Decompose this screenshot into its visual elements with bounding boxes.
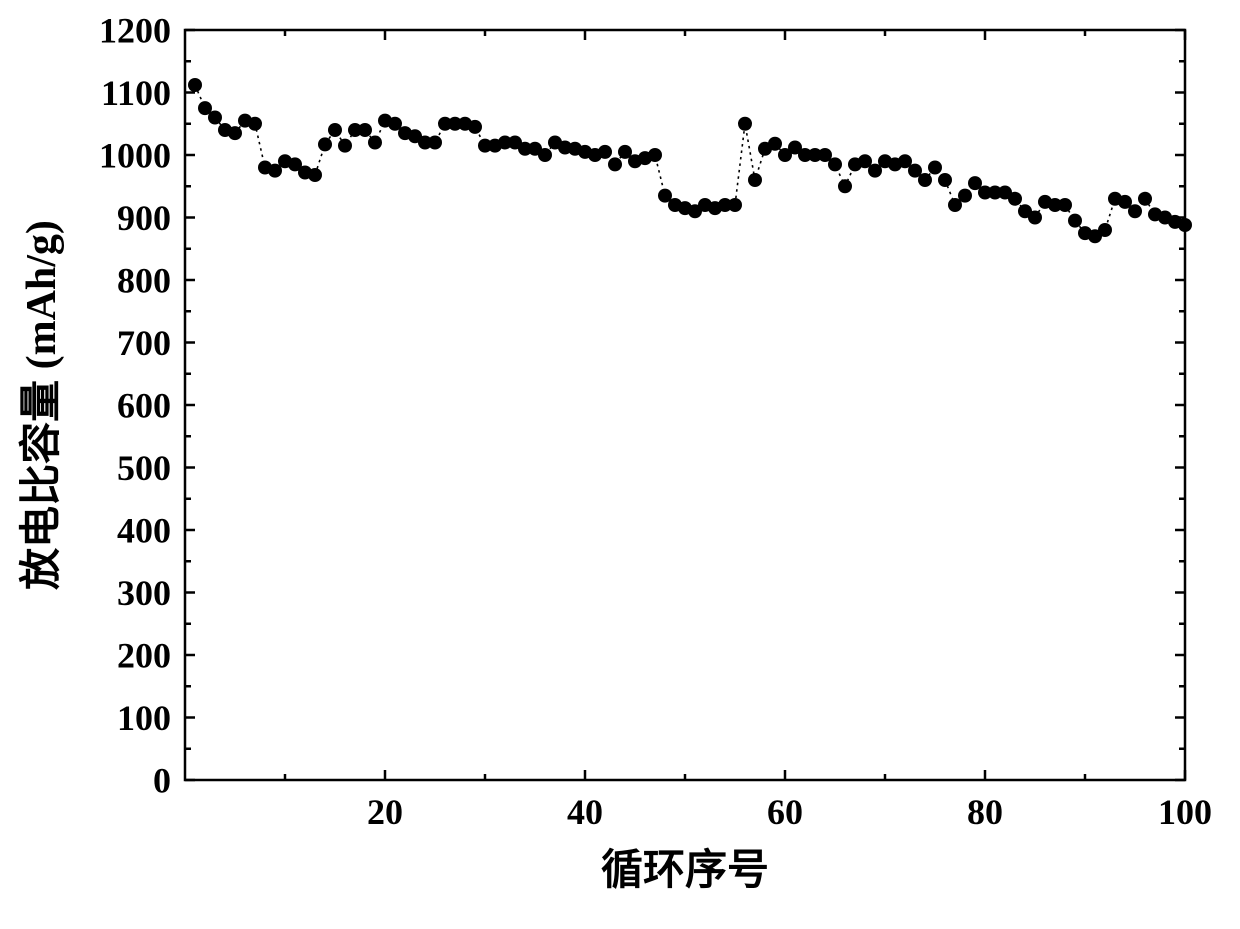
data-point (958, 189, 972, 203)
data-point (1028, 211, 1042, 225)
y-axis-label: 放电比容量 (mAh/g) (18, 220, 65, 590)
data-point (308, 168, 322, 182)
xtick-label: 20 (367, 792, 403, 832)
ytick-label: 200 (117, 636, 171, 676)
data-point (1058, 198, 1072, 212)
data-point (738, 117, 752, 131)
data-point (1098, 223, 1112, 237)
data-point (838, 179, 852, 193)
ytick-label: 300 (117, 573, 171, 613)
ytick-label: 800 (117, 261, 171, 301)
ytick-label: 1100 (101, 73, 171, 113)
data-point (608, 157, 622, 171)
data-point (1008, 192, 1022, 206)
data-point (208, 111, 222, 125)
ytick-label: 600 (117, 386, 171, 426)
data-point (358, 123, 372, 137)
data-point (538, 148, 552, 162)
data-point (228, 126, 242, 140)
data-point (468, 120, 482, 134)
data-point (918, 173, 932, 187)
data-point (428, 136, 442, 150)
ytick-label: 400 (117, 511, 171, 551)
data-point (248, 117, 262, 131)
data-point (828, 157, 842, 171)
data-point (1128, 204, 1142, 218)
data-point (938, 173, 952, 187)
figure-container: 2040608010001002003004005006007008009001… (0, 0, 1240, 929)
xtick-label: 60 (767, 792, 803, 832)
data-point (318, 137, 332, 151)
x-axis-label: 循环序号 (601, 847, 769, 894)
data-point (1138, 192, 1152, 206)
data-point (768, 137, 782, 151)
data-point (728, 198, 742, 212)
data-point (598, 145, 612, 159)
xtick-label: 100 (1158, 792, 1212, 832)
ytick-label: 1000 (99, 136, 171, 176)
data-point (1068, 214, 1082, 228)
data-point (338, 139, 352, 153)
scatter-chart: 2040608010001002003004005006007008009001… (0, 0, 1240, 929)
ytick-label: 0 (153, 761, 171, 801)
ytick-label: 700 (117, 323, 171, 363)
data-point (368, 136, 382, 150)
data-point (188, 78, 202, 92)
ytick-label: 1200 (99, 11, 171, 51)
xtick-label: 80 (967, 792, 1003, 832)
plot-bg (185, 30, 1185, 780)
data-point (748, 173, 762, 187)
data-point (648, 148, 662, 162)
data-point (928, 161, 942, 175)
ytick-label: 500 (117, 448, 171, 488)
ytick-label: 100 (117, 698, 171, 738)
ytick-label: 900 (117, 198, 171, 238)
xtick-label: 40 (567, 792, 603, 832)
data-point (328, 123, 342, 137)
